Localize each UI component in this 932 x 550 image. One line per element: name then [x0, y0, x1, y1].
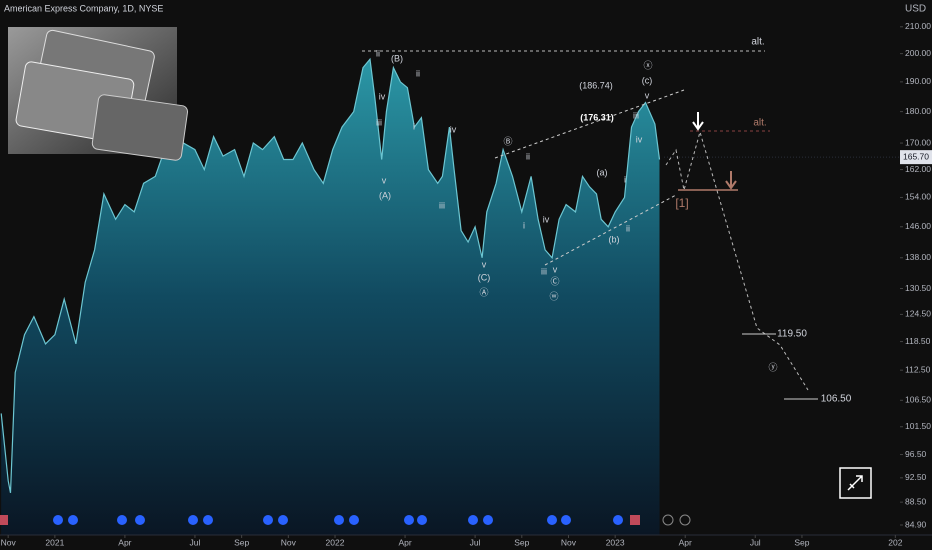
wave-label: ⓦ [549, 291, 558, 301]
wave-label: Ⓒ [550, 276, 559, 286]
wave-label: Ⓑ [503, 136, 512, 146]
y-tick-label: 154.00 [905, 192, 931, 202]
wave-label: v [645, 90, 650, 100]
x-tick-label: Nov [1, 537, 17, 547]
wave-label: [1] [675, 196, 688, 210]
wave-label: (C) [478, 272, 491, 282]
y-tick-label: 118.50 [905, 336, 931, 346]
x-tick-label: Sep [794, 537, 809, 547]
x-tick-label: Jul [750, 537, 761, 547]
x-tick-label: 2023 [606, 537, 625, 547]
wave-label: alt. [753, 118, 766, 129]
wave-label: i [413, 121, 415, 131]
x-tick-label: Jul [190, 537, 201, 547]
wave-label: iv [636, 134, 643, 144]
y-tick-label: 162.00 [905, 164, 931, 174]
y-tick-label: 146.00 [905, 221, 931, 231]
wave-label: ⓨ [768, 362, 777, 372]
wave-label: v [482, 259, 487, 269]
wave-label: ii [526, 151, 530, 161]
wave-label: (b) [609, 234, 620, 244]
y-tick-label: 190.00 [905, 76, 931, 86]
x-tick-label: Apr [679, 537, 692, 547]
wave-label: (c) [642, 75, 653, 85]
x-tick-label: Apr [118, 537, 131, 547]
x-tick-label: Nov [281, 537, 297, 547]
wave-label: ii [416, 68, 420, 78]
price-axis [900, 0, 932, 535]
x-tick-label: 2022 [326, 537, 345, 547]
y-tick-label: 180.00 [905, 106, 931, 116]
wave-label: i [624, 174, 626, 184]
y-tick-label: 200.00 [905, 48, 931, 58]
wave-label: (B) [391, 53, 403, 63]
y-tick-label: 170.00 [905, 137, 931, 147]
wave-label: iii [633, 110, 639, 120]
x-tick-label: Apr [398, 537, 411, 547]
wave-label: v [382, 175, 387, 185]
y-tick-label: 84.90 [905, 519, 927, 529]
plot [0, 57, 661, 535]
wave-label: i [523, 220, 525, 230]
x-tick-label: Sep [514, 537, 529, 547]
y-tick-label: 138.00 [905, 252, 931, 262]
y-tick-label: 88.50 [905, 496, 927, 506]
rocket-button[interactable] [839, 467, 872, 499]
wave-label: iii [376, 117, 382, 127]
wave-label: v [553, 264, 558, 274]
wave-label: (176.31) [580, 112, 614, 122]
last-price-box [900, 150, 932, 165]
wave-label: ⓧ [643, 60, 652, 70]
y-tick-label: 130.50 [905, 283, 931, 293]
price-line [0, 57, 661, 494]
x-tick-label: Jul [470, 537, 481, 547]
wave-label: ii [376, 48, 380, 58]
y-tick-label: 96.50 [905, 449, 927, 459]
event-icons [0, 514, 691, 526]
y-tick-label: 92.50 [905, 472, 927, 482]
area [1, 59, 660, 535]
wave-label: Ⓐ [479, 287, 488, 297]
wave-label: 106.50 [821, 394, 852, 405]
wave-label: (A) [379, 190, 391, 200]
wave-label: ii [626, 223, 630, 233]
wave-label: alt. [751, 37, 764, 48]
x-tick-label: 202 [888, 537, 902, 547]
wave-label: iii [439, 200, 445, 210]
wave-label: 119.50 [777, 329, 807, 340]
last-price-label: 165.70 [903, 151, 929, 161]
chart-title: American Express Company, 1D, NYSE [4, 3, 163, 13]
x-tick-label: Sep [234, 537, 249, 547]
wave-label: iv [543, 214, 550, 224]
y-tick-label: 124.50 [905, 309, 931, 319]
wave-label: iii [541, 266, 547, 276]
photo [8, 27, 189, 161]
wave-label: iv [379, 91, 386, 101]
y-tick-label: 101.50 [905, 421, 931, 431]
wave-label: iv [450, 124, 457, 134]
x-tick-label: 2021 [45, 537, 64, 547]
y-tick-label: 210.00 [905, 21, 931, 31]
y-tick-label: 106.50 [905, 395, 931, 405]
y-tick-label: 112.50 [905, 364, 931, 374]
currency: USD [905, 4, 926, 15]
projection [362, 50, 818, 400]
x-tick-label: Nov [561, 537, 577, 547]
wave-label: (a) [597, 167, 608, 177]
wave-label: (186.74) [579, 80, 613, 90]
